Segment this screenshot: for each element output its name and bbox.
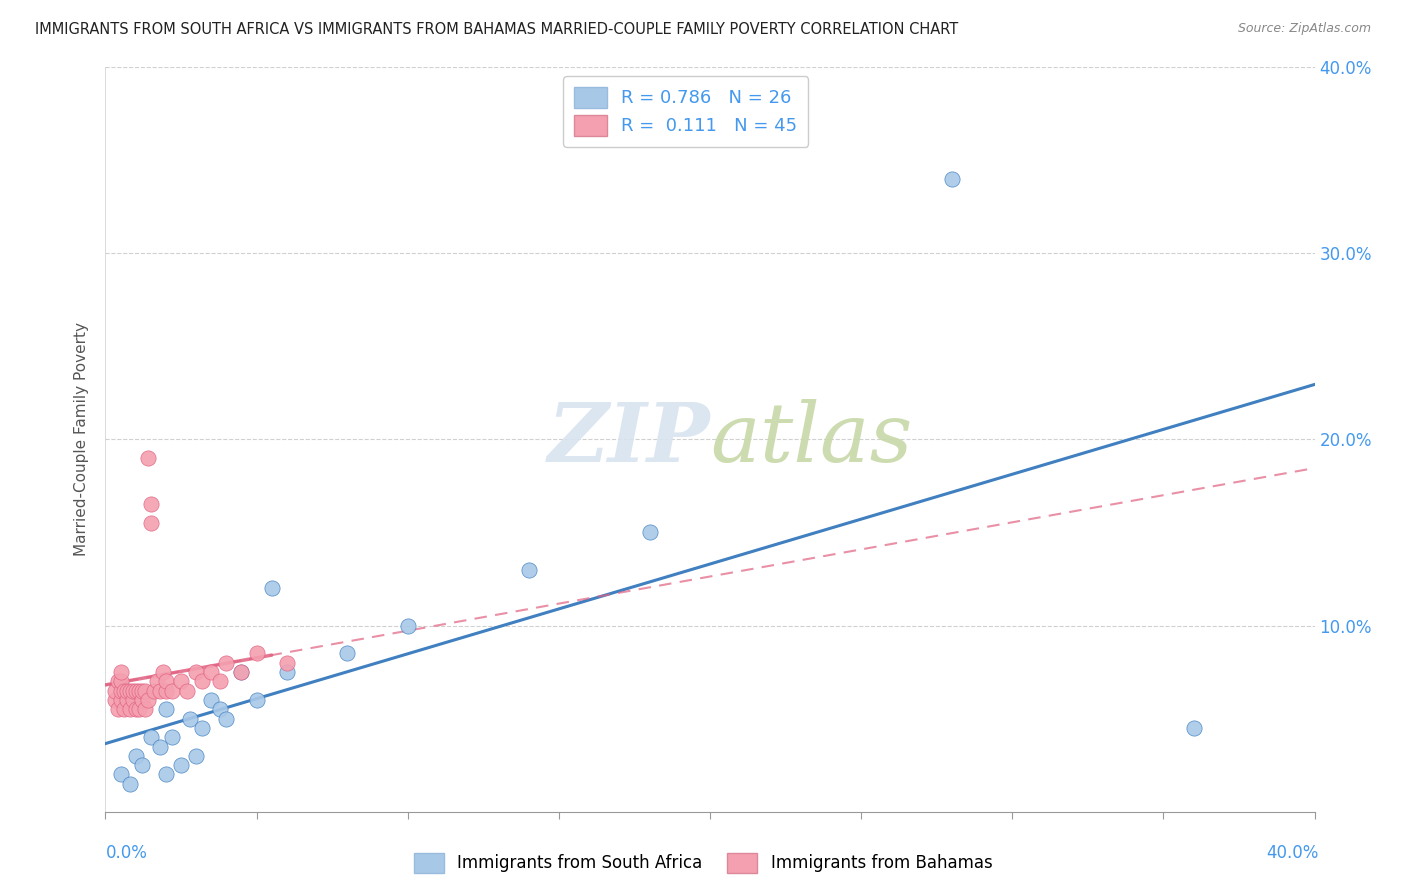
Point (131, 758, 153, 772)
Point (110, 683, 132, 698)
Point (149, 739, 172, 754)
Point (134, 683, 156, 698)
Point (200, 693, 222, 707)
Point (118, 777, 141, 791)
Point (170, 674, 193, 689)
Point (200, 665, 222, 679)
Point (191, 721, 214, 735)
Point (107, 702, 129, 716)
Legend: Immigrants from South Africa, Immigrants from Bahamas: Immigrants from South Africa, Immigrants… (406, 847, 1000, 880)
Point (110, 767, 132, 781)
Point (246, 693, 269, 707)
Text: 0.0%: 0.0% (105, 844, 148, 862)
Point (276, 656, 298, 670)
Point (136, 693, 159, 707)
Point (1182, 721, 1205, 735)
Point (941, 171, 963, 186)
Text: Source: ZipAtlas.com: Source: ZipAtlas.com (1237, 22, 1371, 36)
Point (103, 693, 125, 707)
Point (128, 683, 150, 698)
Point (209, 674, 232, 689)
Point (638, 525, 661, 540)
Point (115, 693, 138, 707)
Point (215, 712, 238, 726)
Point (110, 693, 132, 707)
Point (112, 683, 135, 698)
Point (179, 712, 201, 726)
Point (139, 730, 162, 744)
Text: ZIP: ZIP (547, 400, 710, 479)
Point (155, 683, 177, 698)
Point (260, 582, 283, 596)
Point (134, 702, 156, 716)
Point (155, 674, 177, 689)
Point (118, 683, 141, 698)
Point (186, 748, 208, 763)
Point (215, 656, 238, 670)
Point (517, 563, 540, 577)
Point (110, 665, 132, 679)
Legend: R = 0.786   N = 26, R =  0.111   N = 45: R = 0.786 N = 26, R = 0.111 N = 45 (564, 76, 808, 146)
Point (131, 693, 153, 707)
Point (146, 674, 169, 689)
Point (152, 665, 174, 679)
Point (124, 702, 148, 716)
Point (176, 683, 198, 698)
Point (115, 683, 138, 698)
Point (139, 498, 162, 512)
Point (131, 683, 153, 698)
Point (231, 665, 253, 679)
Y-axis label: Married-Couple Family Poverty: Married-Couple Family Poverty (75, 322, 90, 557)
Point (121, 683, 143, 698)
Point (124, 683, 148, 698)
Point (124, 748, 148, 763)
Point (191, 674, 214, 689)
Point (110, 674, 132, 689)
Point (142, 683, 165, 698)
Point (155, 767, 177, 781)
Point (112, 702, 135, 716)
Point (246, 647, 269, 661)
Point (209, 702, 232, 716)
Point (160, 683, 183, 698)
Point (336, 647, 359, 661)
Point (160, 730, 183, 744)
Point (231, 665, 253, 679)
Point (396, 618, 419, 632)
Point (186, 665, 208, 679)
Point (170, 758, 193, 772)
Point (103, 683, 125, 698)
Text: 40.0%: 40.0% (1267, 844, 1319, 862)
Text: IMMIGRANTS FROM SOUTH AFRICA VS IMMIGRANTS FROM BAHAMAS MARRIED-COUPLE FAMILY PO: IMMIGRANTS FROM SOUTH AFRICA VS IMMIGRAN… (35, 22, 959, 37)
Point (276, 665, 298, 679)
Point (107, 674, 129, 689)
Point (136, 450, 159, 465)
Point (149, 683, 172, 698)
Text: atlas: atlas (710, 400, 912, 479)
Point (139, 516, 162, 530)
Point (155, 702, 177, 716)
Point (121, 693, 143, 707)
Point (118, 702, 141, 716)
Point (128, 702, 150, 716)
